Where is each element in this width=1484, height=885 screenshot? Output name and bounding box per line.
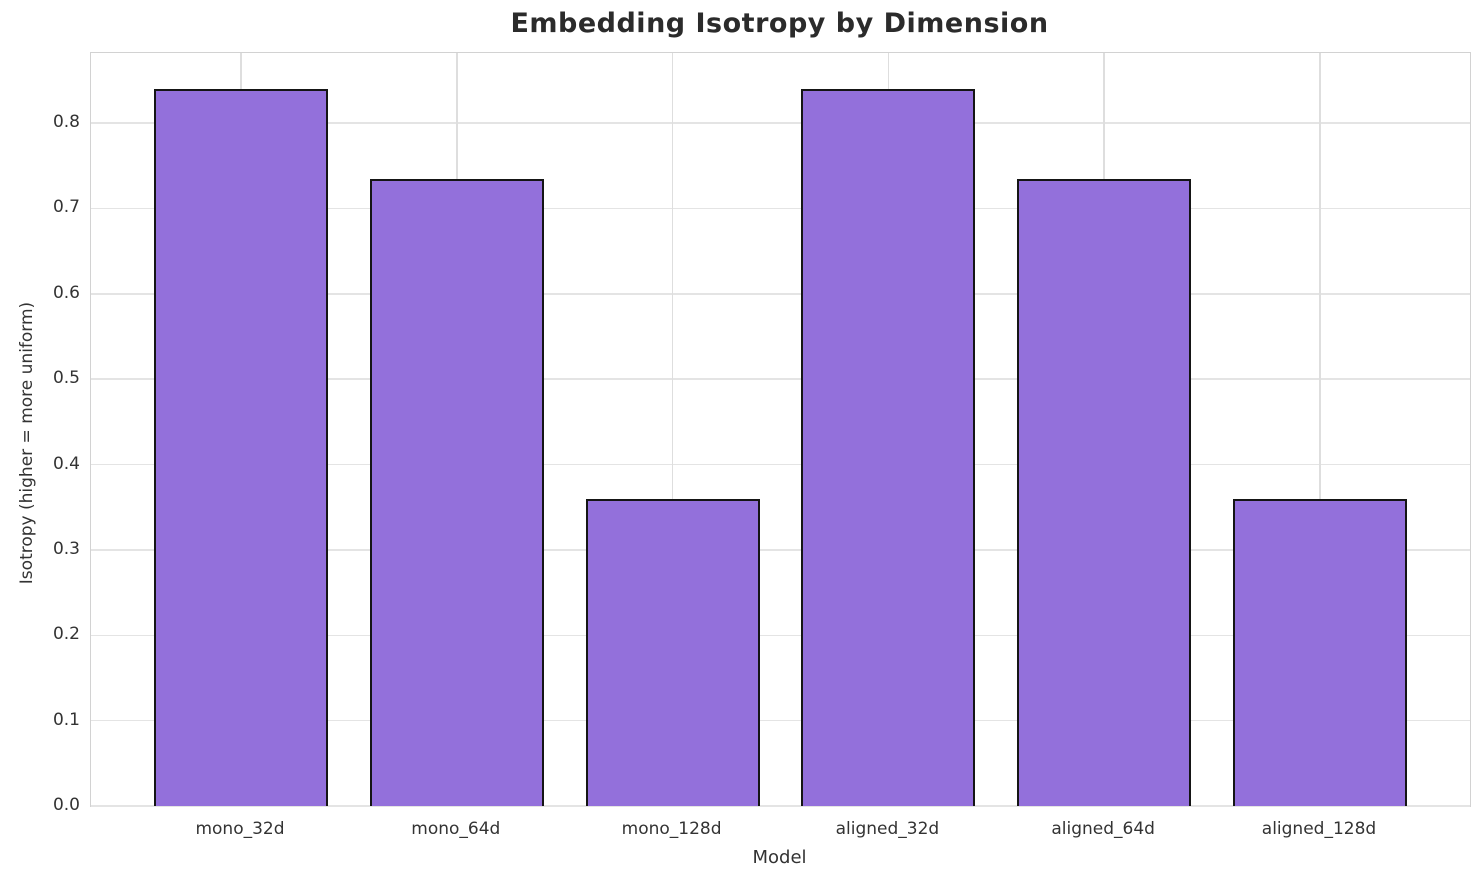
- y-tick-label-0.6: 0.6: [52, 282, 80, 303]
- x-tick-label-mono_32d: mono_32d: [195, 819, 285, 839]
- bar-mono_32d: [154, 88, 328, 806]
- bar-mono_64d: [369, 178, 544, 806]
- v-gridline-aligned_128d: [1319, 53, 1321, 806]
- h-gridline-0.4: [91, 463, 1470, 466]
- y-tick-label-0.1: 0.1: [52, 709, 80, 730]
- y-tick-label-0.3: 0.3: [52, 538, 80, 559]
- h-gridline-0.7: [91, 207, 1470, 210]
- h-gridline-0.5: [91, 378, 1470, 380]
- h-gridline-0.2: [91, 634, 1470, 636]
- y-tick-label-0.0: 0.0: [52, 795, 80, 815]
- y-tick-label-0.7: 0.7: [52, 197, 80, 218]
- v-gridline-mono_128d: [671, 53, 674, 806]
- bar-aligned_128d: [1233, 498, 1407, 806]
- y-tick-label-0.5: 0.5: [52, 368, 80, 389]
- y-tick-label-0.8: 0.8: [52, 112, 80, 132]
- bar-aligned_64d: [1017, 178, 1192, 806]
- x-tick-label-mono_128d: mono_128d: [621, 819, 722, 839]
- h-gridline-0.0: [91, 805, 1470, 807]
- y-tick-label-0.2: 0.2: [52, 624, 80, 645]
- bar-mono_128d: [585, 498, 760, 806]
- h-gridline-0.1: [91, 719, 1470, 722]
- x-axis-label: Model: [752, 847, 807, 868]
- h-gridline-0.8: [91, 122, 1470, 124]
- x-tick-label-aligned_64d: aligned_64d: [1051, 819, 1155, 839]
- chart-title: Embedding Isotropy by Dimension: [510, 8, 1049, 39]
- x-tick-label-mono_64d: mono_64d: [411, 819, 501, 839]
- h-gridline-0.6: [91, 293, 1470, 295]
- x-tick-label-aligned_128d: aligned_128d: [1261, 819, 1377, 839]
- bar-aligned_32d: [801, 88, 976, 806]
- y-tick-label-0.4: 0.4: [52, 453, 80, 474]
- h-gridline-0.3: [91, 549, 1470, 551]
- x-tick-label-aligned_32d: aligned_32d: [835, 819, 940, 839]
- plot-area: [90, 52, 1471, 807]
